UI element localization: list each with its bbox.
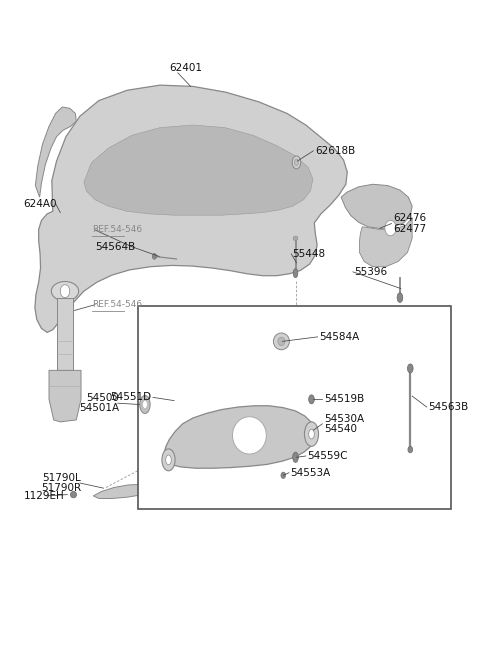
Ellipse shape <box>60 284 70 298</box>
Ellipse shape <box>278 337 285 346</box>
Text: 54519B: 54519B <box>324 394 364 404</box>
Ellipse shape <box>304 422 319 446</box>
Ellipse shape <box>309 429 314 439</box>
Text: 51790R: 51790R <box>41 483 81 493</box>
Polygon shape <box>341 184 412 229</box>
Polygon shape <box>360 217 412 267</box>
Ellipse shape <box>232 417 266 454</box>
Text: REF.54-546: REF.54-546 <box>92 300 142 309</box>
Ellipse shape <box>293 236 298 240</box>
Polygon shape <box>84 125 313 215</box>
Text: 54559C: 54559C <box>307 451 348 461</box>
Ellipse shape <box>309 395 314 404</box>
Text: 624A0: 624A0 <box>24 198 57 208</box>
Polygon shape <box>49 371 81 422</box>
Bar <box>138 306 451 509</box>
Ellipse shape <box>293 269 298 278</box>
Text: 51790L: 51790L <box>42 473 81 483</box>
Polygon shape <box>164 406 315 468</box>
Ellipse shape <box>281 472 286 478</box>
Ellipse shape <box>152 254 156 260</box>
Text: 62476: 62476 <box>393 213 426 223</box>
Ellipse shape <box>71 491 76 498</box>
Text: 54530A: 54530A <box>324 414 364 424</box>
Text: 54551D: 54551D <box>110 392 152 402</box>
Text: 54540: 54540 <box>324 424 357 434</box>
Text: 62618B: 62618B <box>315 146 356 156</box>
Text: REF.54-546: REF.54-546 <box>92 225 142 235</box>
Ellipse shape <box>292 156 300 169</box>
Polygon shape <box>93 484 156 499</box>
Text: 54564B: 54564B <box>96 242 136 252</box>
Text: 54500: 54500 <box>86 393 119 403</box>
Text: 55448: 55448 <box>293 249 326 259</box>
Text: 55396: 55396 <box>354 267 387 277</box>
Polygon shape <box>35 85 347 332</box>
Text: 54584A: 54584A <box>319 332 359 342</box>
Polygon shape <box>36 107 76 197</box>
Ellipse shape <box>162 449 175 471</box>
Ellipse shape <box>166 455 171 464</box>
Ellipse shape <box>408 446 413 453</box>
Ellipse shape <box>295 159 299 166</box>
Ellipse shape <box>293 452 299 463</box>
Ellipse shape <box>408 364 413 373</box>
Ellipse shape <box>51 281 79 301</box>
Text: 1129EH: 1129EH <box>24 491 64 501</box>
Ellipse shape <box>140 396 150 413</box>
Polygon shape <box>58 298 72 371</box>
Ellipse shape <box>397 293 403 302</box>
Text: 62401: 62401 <box>169 63 203 73</box>
Ellipse shape <box>143 400 147 409</box>
Text: 62477: 62477 <box>393 224 426 235</box>
Text: 54563B: 54563B <box>428 402 468 412</box>
Text: 54553A: 54553A <box>290 468 331 478</box>
Text: 54501A: 54501A <box>79 403 119 413</box>
Ellipse shape <box>385 220 396 236</box>
Ellipse shape <box>274 333 289 350</box>
